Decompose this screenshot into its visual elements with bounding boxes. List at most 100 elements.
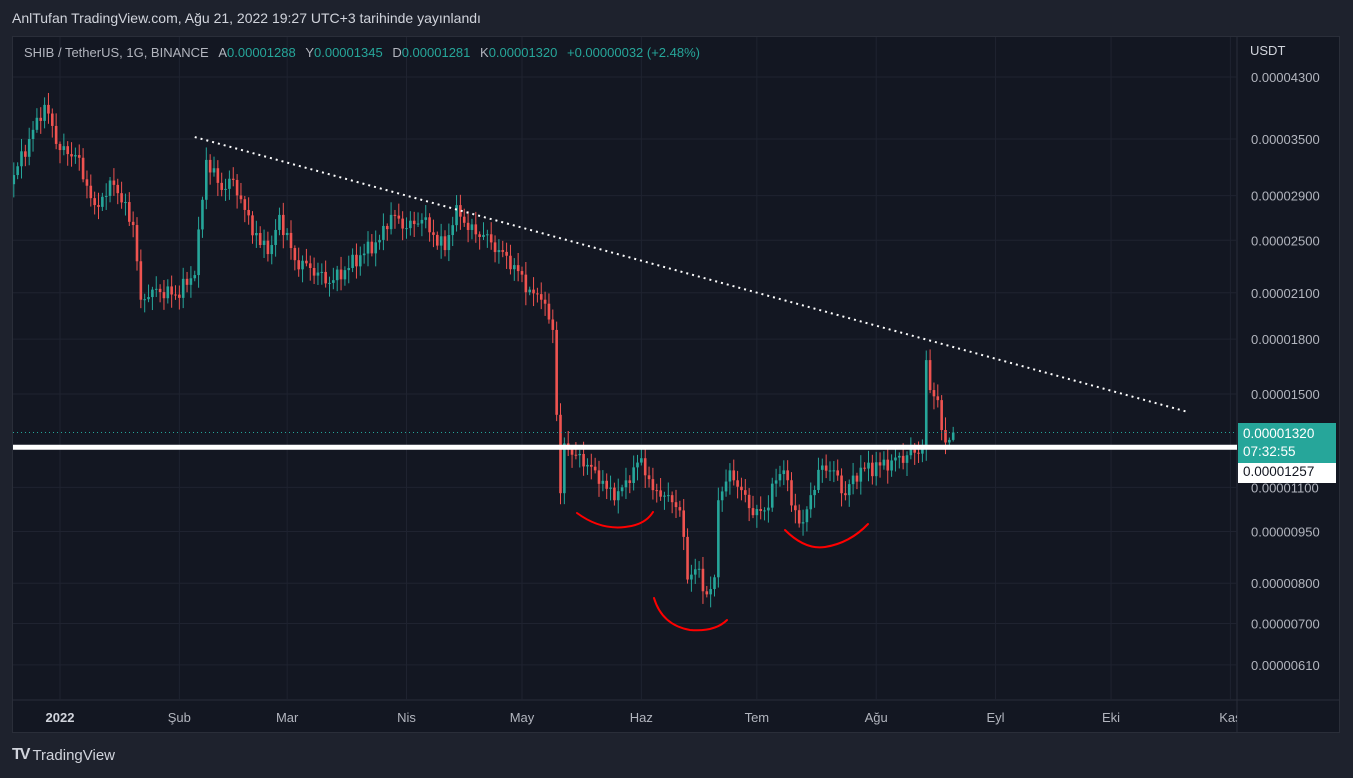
candle-body[interactable] — [151, 289, 154, 298]
candle-body[interactable] — [659, 490, 662, 497]
candle-body[interactable] — [143, 299, 146, 301]
candle-body[interactable] — [701, 568, 705, 592]
candle-body[interactable] — [728, 470, 732, 482]
candle-body[interactable] — [894, 457, 897, 461]
candle-body[interactable] — [874, 462, 878, 477]
candle-body[interactable] — [593, 466, 597, 471]
candle-body[interactable] — [235, 179, 239, 196]
candle-body[interactable] — [520, 271, 524, 275]
candle-body[interactable] — [836, 470, 839, 476]
candle-body[interactable] — [436, 234, 439, 246]
candle-body[interactable] — [174, 294, 177, 296]
candle-body[interactable] — [77, 155, 81, 158]
candle-body[interactable] — [139, 261, 143, 300]
candle-body[interactable] — [640, 458, 643, 463]
candle-body[interactable] — [335, 269, 339, 281]
candle-body[interactable] — [805, 509, 809, 523]
chart-pane[interactable] — [12, 36, 1340, 733]
candle-body[interactable] — [251, 215, 254, 236]
candle-body[interactable] — [147, 297, 150, 300]
candle-body[interactable] — [362, 253, 366, 256]
candle-body[interactable] — [782, 470, 786, 475]
candle-body[interactable] — [104, 195, 108, 197]
candle-body[interactable] — [416, 223, 420, 225]
candle-body[interactable] — [89, 185, 93, 199]
candle-body[interactable] — [324, 271, 327, 284]
candle-body[interactable] — [128, 202, 131, 222]
candle-body[interactable] — [312, 268, 316, 276]
candle-body[interactable] — [774, 480, 778, 484]
candle-body[interactable] — [944, 430, 947, 443]
candle-body[interactable] — [678, 507, 682, 511]
candle-body[interactable] — [767, 507, 770, 511]
candle-body[interactable] — [397, 215, 401, 219]
candle-body[interactable] — [898, 455, 901, 458]
candle-body[interactable] — [13, 175, 16, 185]
candle-body[interactable] — [189, 278, 193, 285]
candle-body[interactable] — [51, 113, 54, 126]
candle-body[interactable] — [871, 462, 874, 477]
candle-body[interactable] — [516, 265, 520, 272]
candle-body[interactable] — [208, 159, 212, 173]
candle-body[interactable] — [316, 272, 320, 276]
candle-body[interactable] — [332, 280, 335, 283]
candle-body[interactable] — [43, 104, 46, 121]
candle-body[interactable] — [539, 294, 543, 300]
candle-body[interactable] — [847, 484, 851, 496]
candle-body[interactable] — [420, 219, 424, 224]
candle-body[interactable] — [632, 467, 635, 483]
candle-body[interactable] — [131, 221, 135, 226]
candle-body[interactable] — [258, 232, 262, 246]
candle-body[interactable] — [705, 591, 709, 595]
candle-body[interactable] — [932, 390, 936, 397]
candle-body[interactable] — [674, 502, 678, 508]
candle-body[interactable] — [590, 464, 593, 467]
candle-body[interactable] — [547, 303, 551, 320]
candle-body[interactable] — [559, 414, 562, 494]
candle-body[interactable] — [613, 487, 616, 501]
candle-body[interactable] — [563, 443, 566, 494]
candle-body[interactable] — [817, 469, 820, 490]
candle-body[interactable] — [339, 269, 343, 280]
left-shoulder-arc[interactable] — [576, 511, 654, 529]
candle-body[interactable] — [374, 242, 377, 254]
candle-body[interactable] — [112, 180, 116, 185]
candle-body[interactable] — [828, 470, 832, 472]
candle-body[interactable] — [951, 432, 955, 440]
candle-body[interactable] — [917, 452, 920, 454]
candle-body[interactable] — [74, 155, 77, 157]
candle-body[interactable] — [285, 232, 289, 236]
candle-body[interactable] — [35, 117, 39, 130]
candle-body[interactable] — [851, 475, 855, 485]
candle-body[interactable] — [351, 254, 354, 268]
candle-body[interactable] — [158, 288, 162, 293]
candle-body[interactable] — [70, 154, 73, 157]
candle-body[interactable] — [948, 439, 951, 443]
candle-body[interactable] — [778, 474, 782, 481]
candle-body[interactable] — [47, 104, 50, 114]
candle-body[interactable] — [501, 250, 505, 252]
candle-body[interactable] — [509, 255, 512, 270]
candle-body[interactable] — [197, 229, 200, 276]
candle-body[interactable] — [609, 487, 612, 489]
candle-body[interactable] — [759, 509, 762, 511]
candle-body[interactable] — [466, 222, 470, 230]
candle-body[interactable] — [582, 453, 585, 467]
price-axis[interactable]: 0.00004300 0.00003500 0.00002900 0.00002500… — [1251, 70, 1320, 673]
candle-body[interactable] — [20, 151, 23, 167]
candle-body[interactable] — [551, 319, 555, 330]
candle-body[interactable] — [655, 490, 659, 492]
candle-body[interactable] — [451, 225, 454, 236]
candle-body[interactable] — [401, 218, 404, 229]
candle-body[interactable] — [697, 568, 701, 570]
candle-body[interactable] — [574, 454, 578, 456]
candle-body[interactable] — [601, 480, 605, 484]
candle-body[interactable] — [378, 239, 381, 243]
candle-body[interactable] — [586, 464, 589, 467]
right-shoulder-arc[interactable] — [784, 523, 869, 549]
candle-body[interactable] — [840, 475, 843, 494]
candle-body[interactable] — [513, 265, 516, 270]
candle-body[interactable] — [412, 220, 416, 225]
candle-body[interactable] — [717, 500, 720, 578]
